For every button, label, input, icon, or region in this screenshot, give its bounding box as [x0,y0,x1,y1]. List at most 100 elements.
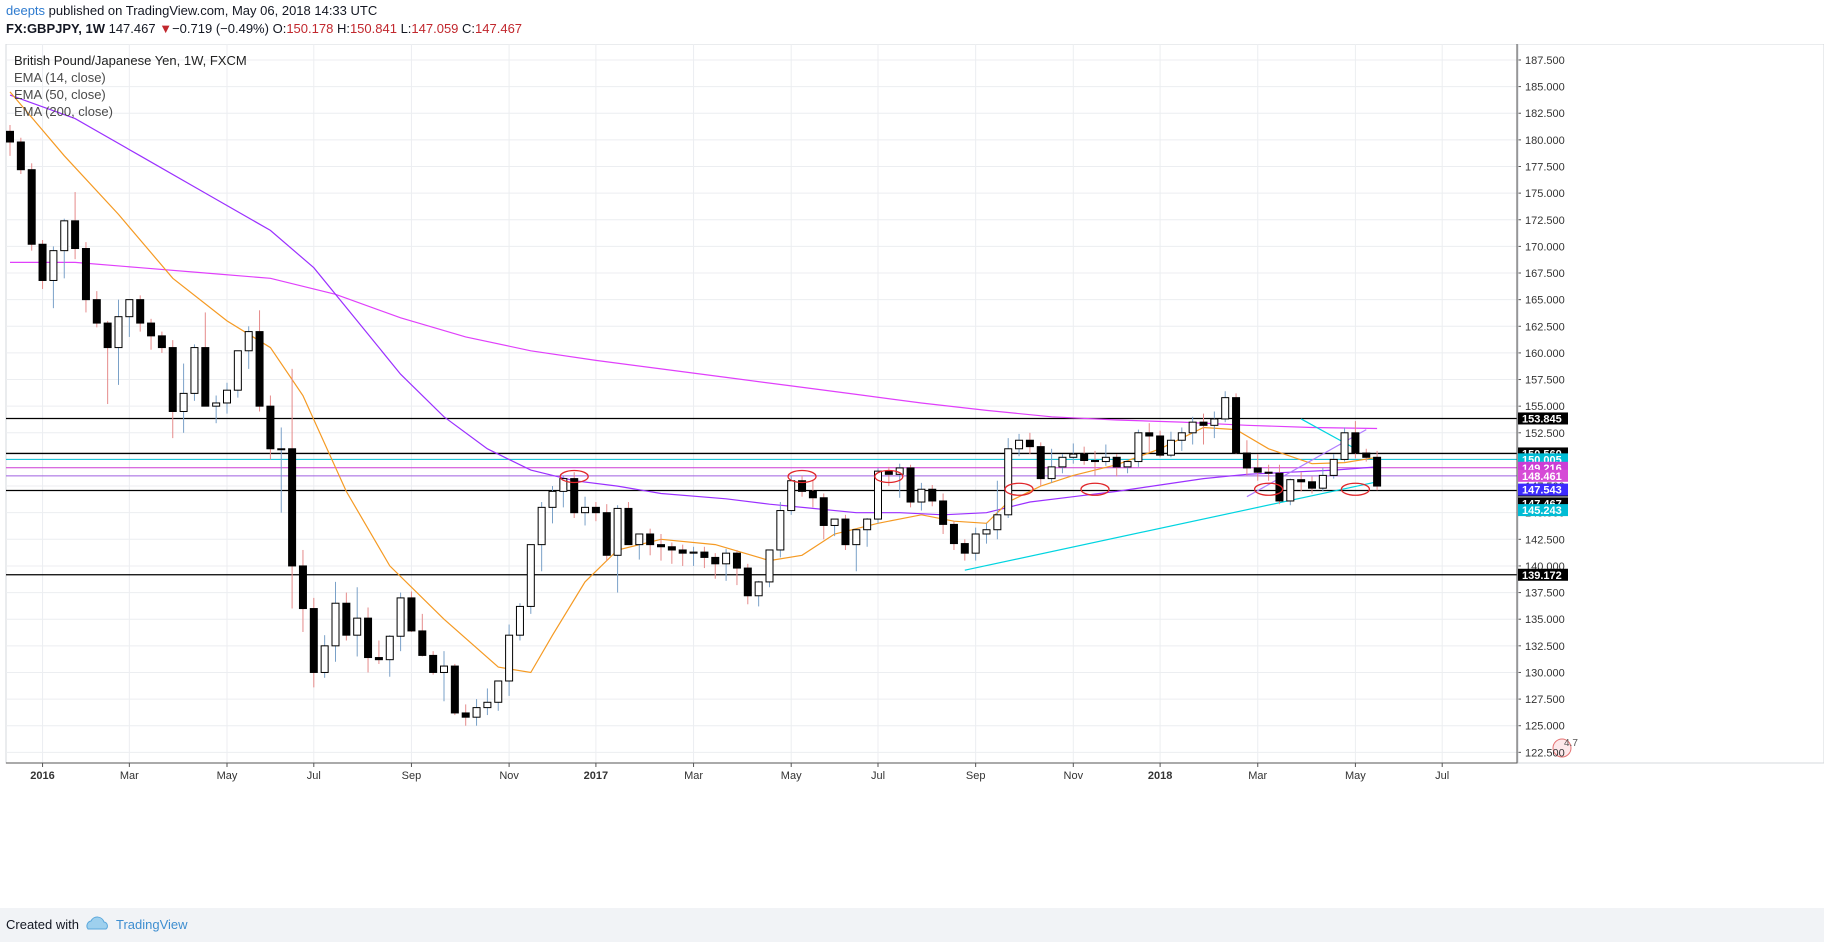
footer: Created with TradingView [0,908,1824,942]
candle-up [505,634,514,682]
y-tick-label: 127.500 [1525,694,1565,706]
candle [993,480,1002,540]
candle [515,603,524,641]
x-tick-label: May [781,770,802,782]
candle-up [223,389,231,404]
candle-down [288,448,297,567]
candle-down [667,546,676,551]
candle-down [266,405,275,450]
candle-down [1253,467,1262,473]
candle-down [1025,439,1034,448]
candle [1015,433,1024,457]
candle-up [353,617,362,636]
candle-down [157,335,166,349]
candle [223,382,231,414]
candle [418,613,427,657]
tradingview-link[interactable]: TradingView [116,917,188,932]
candle-down [1373,456,1382,487]
candle [581,496,590,526]
open-value: 150.178 [286,21,334,36]
candle [1199,413,1208,445]
candle [92,291,101,328]
x-tick-label: Sep [966,770,986,782]
price-scale-frame [1517,44,1824,764]
candle-down [1232,397,1241,454]
candle [1058,454,1067,474]
candle-down [657,544,665,548]
ema200-line [10,261,1378,430]
candle-up [830,518,839,526]
candle [385,635,394,677]
candle [461,704,470,726]
candle [1091,450,1099,476]
legend-ema50[interactable]: EMA (50, close) [14,87,106,102]
y-tick-label: 187.500 [1525,55,1565,67]
price-label: 139.172 [1522,570,1562,582]
candle-down [38,243,47,281]
candle-down [1091,459,1099,463]
candle-down [700,551,709,558]
candle [1308,476,1316,494]
x-tick-label: Mar [120,770,139,782]
y-tick-label: 162.500 [1525,321,1565,333]
candle [1286,478,1295,506]
candle-up [49,250,58,281]
candle [49,246,58,309]
ema50-line [9,94,1378,516]
candle [819,493,828,540]
candle-down [906,467,915,503]
y-tick-label: 177.500 [1525,161,1565,173]
price-label-bg [1518,412,1568,425]
candle-up [320,645,329,673]
candle-up [1221,397,1230,420]
candle [483,688,492,716]
published-text: published on TradingView.com, May 06, 20… [45,3,378,18]
candle [364,607,373,673]
candle [266,395,275,460]
candle [667,542,676,564]
y-tick-label: 175.000 [1525,188,1565,200]
grid [5,44,1518,764]
candle-down [1242,452,1251,469]
candle-up [635,533,644,546]
candle-up [1069,453,1078,458]
price-label-bg [1518,568,1568,581]
chart-canvas[interactable]: 4.7 122.500125.000127.500130.000132.5001… [0,44,1824,908]
legend-ema14[interactable]: EMA (14, close) [14,70,106,85]
candle [646,528,655,556]
candle-up [233,350,242,391]
candle [1318,467,1327,492]
candle [1329,454,1338,479]
candle-down [255,331,264,407]
price-label-bg [1518,469,1568,482]
candle [830,518,839,537]
horizontal-lines [6,417,1517,576]
candle-up [440,665,448,673]
x-tick-label: Nov [1064,770,1084,782]
legend-ema200[interactable]: EMA (200, close) [14,104,113,119]
x-tick-label: Jul [307,770,321,782]
author-link[interactable]: deepts [6,3,46,18]
x-tick-label: Jul [1435,770,1449,782]
candle-down [81,248,90,301]
candle [982,523,991,544]
candle-up [917,488,926,503]
candle [711,553,720,579]
candle [147,318,156,350]
close-value: 147.467 [475,21,523,36]
candle [949,521,958,550]
candle [1351,421,1360,459]
created-with-text: Created with [6,917,79,932]
price-label-bg [1518,483,1568,496]
candle-down [884,470,893,475]
candle-up [971,533,980,554]
candle-down [407,597,416,632]
candle-up [1286,479,1295,502]
tradingview-cloud-icon[interactable] [84,914,112,934]
chart-legend: British Pound/Japanese Yen, 1W, FXCM EMA… [14,52,247,120]
candle [60,218,69,279]
candle-up [483,701,492,709]
candle [678,544,687,566]
candle-up [114,316,123,349]
x-tick-label: Mar [684,770,703,782]
